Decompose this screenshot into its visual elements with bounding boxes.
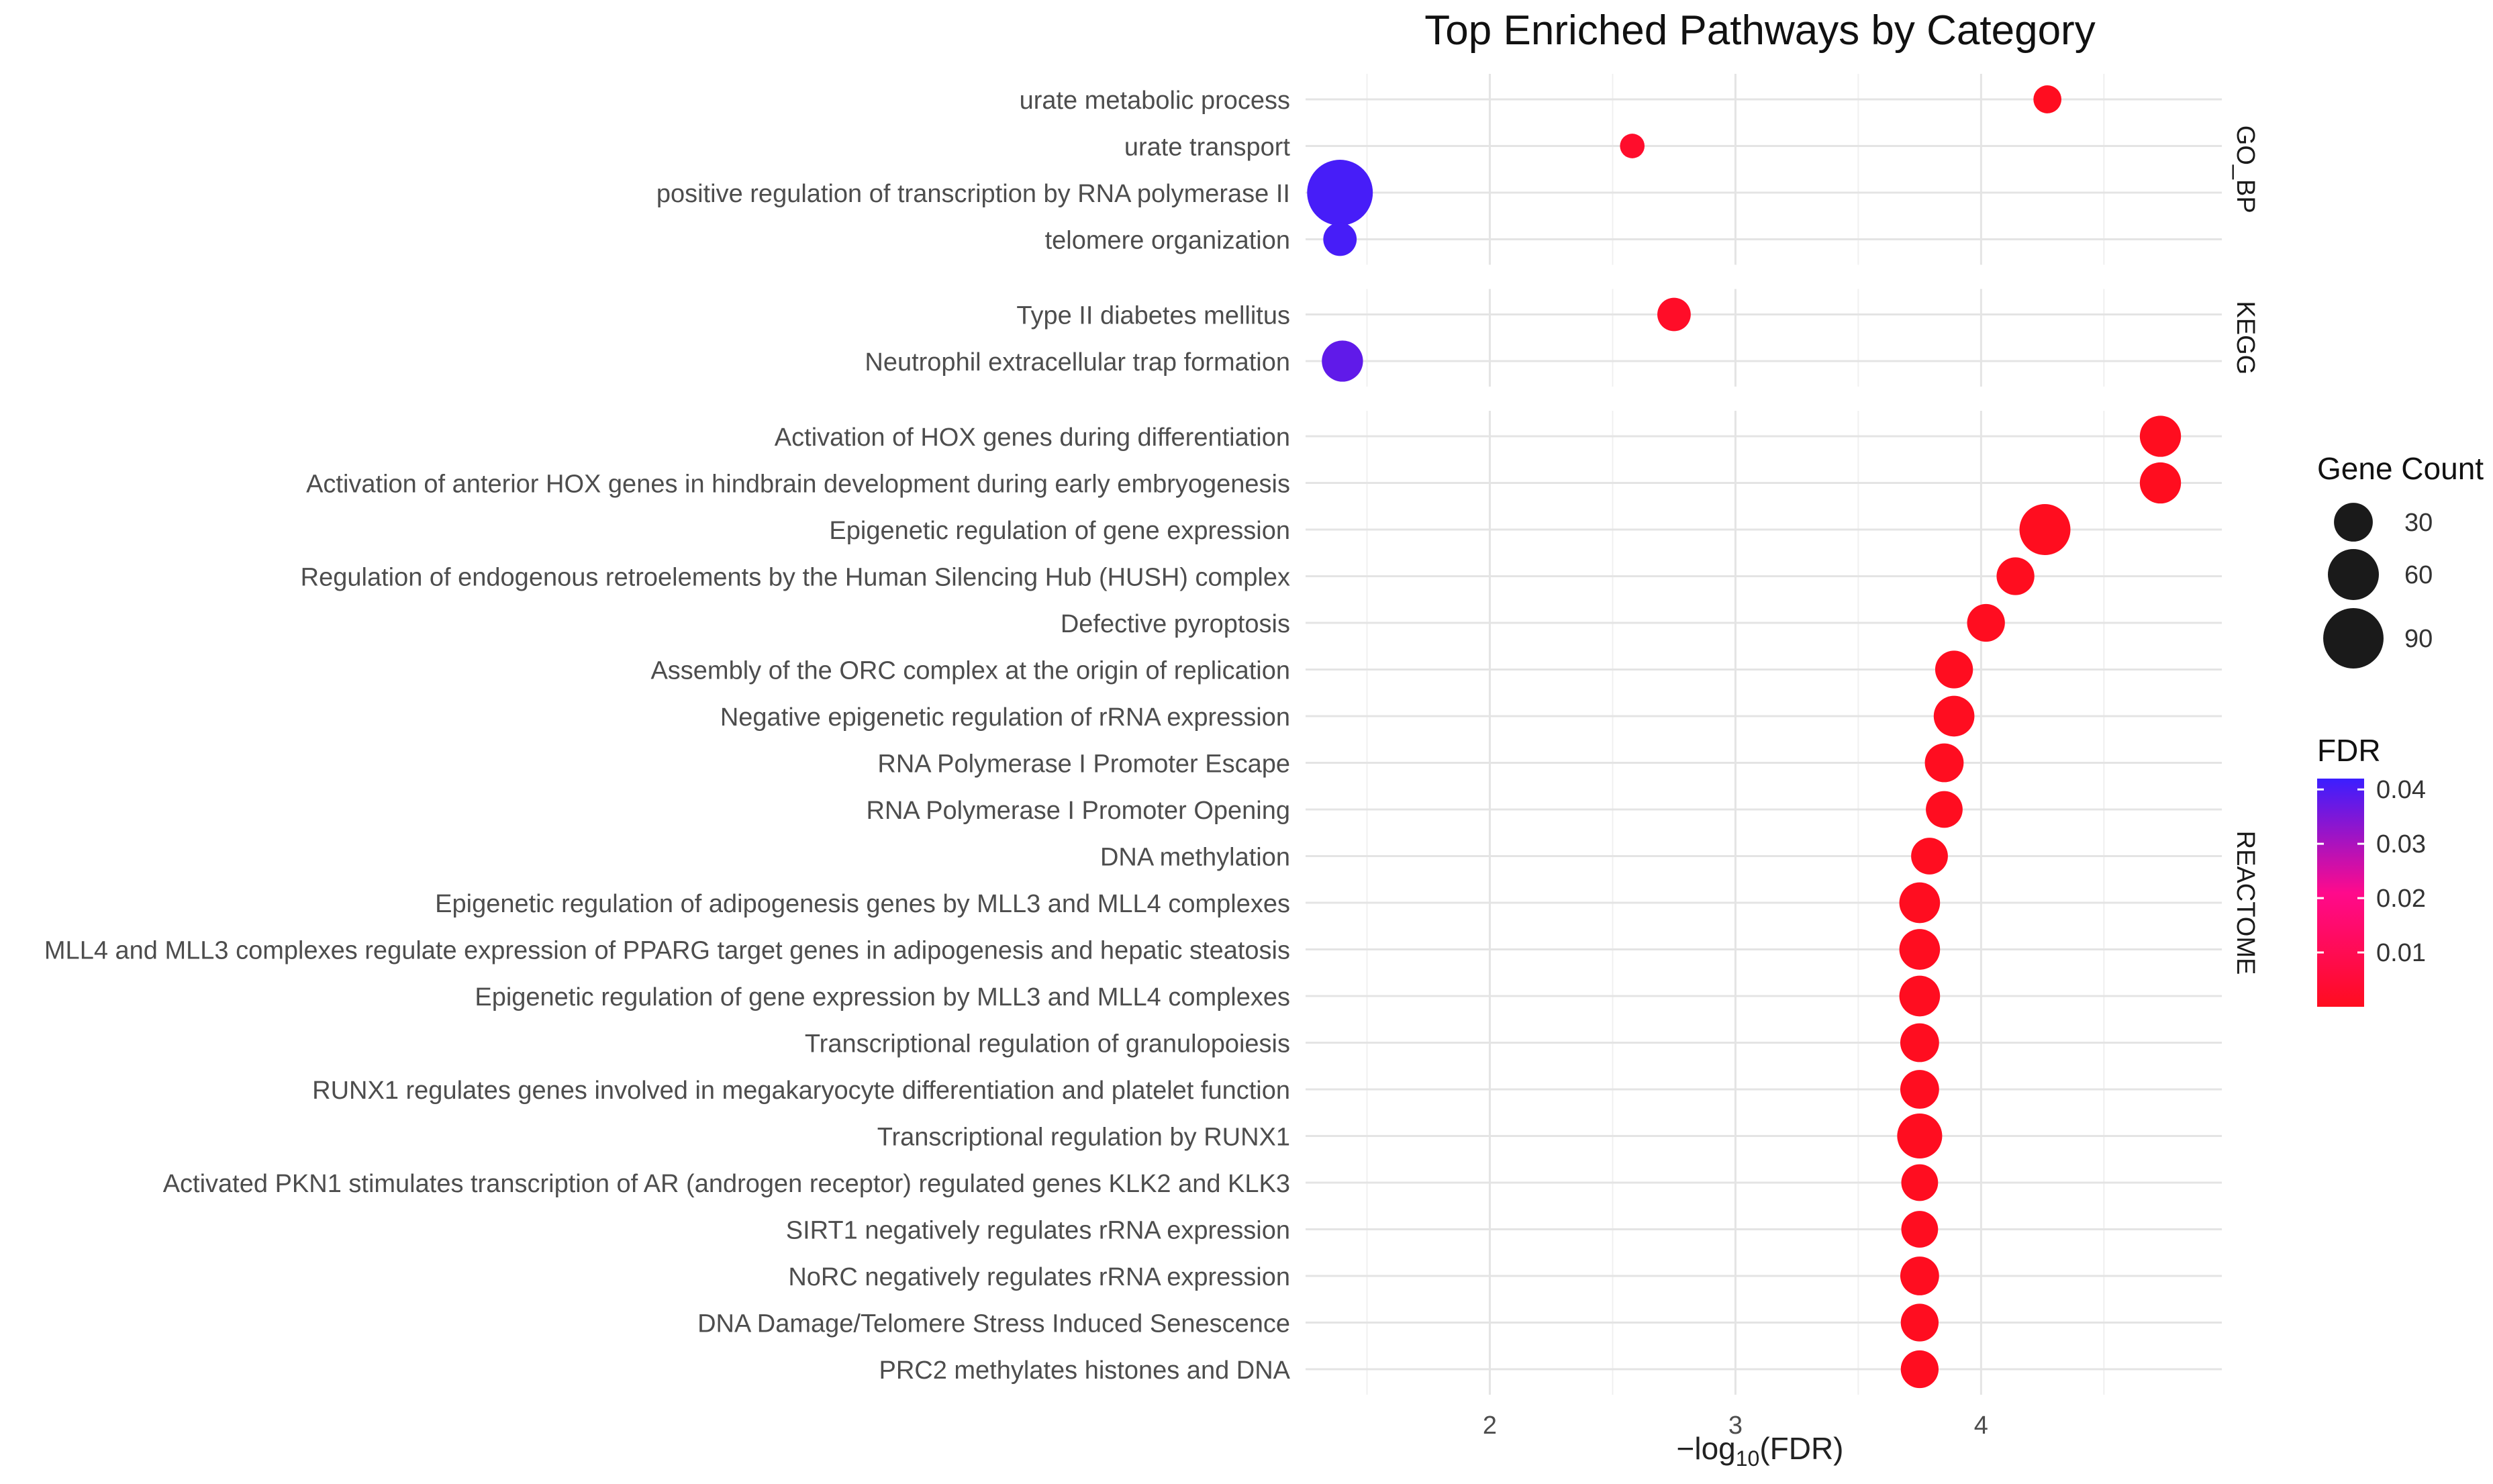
term-label: DNA methylation: [1100, 844, 1290, 872]
x-axis-title: −log10(FDR): [1676, 1431, 1843, 1471]
term-label: Epigenetic regulation of gene expression…: [475, 983, 1290, 1011]
x-axis-sub: 10: [1736, 1446, 1760, 1471]
gene-count-legend-dot: [2323, 608, 2384, 669]
gene-count-legend: Gene Count 30 60 90: [2317, 451, 2484, 669]
term-label: Type II diabetes mellitus: [1016, 302, 1290, 330]
data-point: [1926, 791, 1963, 828]
data-point: [1657, 297, 1691, 332]
term-label: NoRC negatively regulates rRNA expressio…: [788, 1263, 1290, 1291]
fdr-legend-label: 0.03: [2376, 830, 2426, 858]
data-point: [1924, 743, 1964, 783]
term-label: Activation of HOX genes during different…: [775, 424, 1290, 452]
fdr-legend: FDR 0.04 0.03 0.02 0.01: [2317, 733, 2426, 1007]
data-point: [1900, 1070, 1939, 1109]
data-point: [1899, 975, 1941, 1017]
term-label: SIRT1 negatively regulates rRNA expressi…: [786, 1217, 1290, 1245]
data-point: [1900, 1350, 1939, 1389]
fdr-legend-label: 0.01: [2376, 939, 2426, 967]
data-point: [1900, 1023, 1939, 1062]
data-point: [2019, 504, 2071, 555]
data-point: [1935, 650, 1973, 689]
gene-count-legend-label: 60: [2404, 561, 2433, 589]
term-label: MLL4 and MLL3 complexes regulate express…: [44, 937, 1290, 965]
data-point: [1901, 1164, 1939, 1201]
term-label: urate metabolic process: [1020, 87, 1290, 115]
data-point: [1933, 695, 1975, 737]
facet-kegg: Type II diabetes mellitus Neutrophil extr…: [865, 289, 2259, 387]
term-label: RNA Polymerase I Promoter Opening: [867, 797, 1291, 825]
data-point: [2139, 462, 2182, 504]
fdr-colorbar: [2317, 779, 2364, 1007]
x-axis: 2 3 4: [1483, 1412, 1988, 1440]
facet-strip-label: GO_BP: [2231, 126, 2259, 213]
term-label: Defective pyroptosis: [1061, 610, 1290, 638]
fdr-legend-title: FDR: [2317, 733, 2381, 768]
data-point: [1900, 1303, 1939, 1342]
facet-panels: urate metabolic process urate transport po…: [44, 74, 2259, 1395]
fdr-legend-label: 0.04: [2376, 776, 2426, 804]
data-point: [1900, 1256, 1939, 1295]
facet-go-bp: urate metabolic process urate transport po…: [656, 74, 2259, 265]
gene-count-legend-dot: [2328, 549, 2379, 600]
x-tick-label: 4: [1974, 1412, 1988, 1440]
gene-count-legend-title: Gene Count: [2317, 451, 2484, 486]
facet-strip-label: KEGG: [2231, 301, 2259, 375]
x-tick-label: 2: [1483, 1412, 1497, 1440]
term-label: Epigenetic regulation of gene expression: [829, 517, 1290, 545]
term-label: urate transport: [1124, 134, 1291, 162]
data-point: [1620, 134, 1645, 158]
data-point: [1911, 838, 1948, 875]
term-label: Transcriptional regulation by RUNX1: [877, 1124, 1290, 1152]
term-label: Activation of anterior HOX genes in hind…: [306, 471, 1290, 499]
data-point: [1901, 1211, 1939, 1248]
term-label: Neutrophil extracellular trap formation: [865, 348, 1290, 377]
gene-count-legend-label: 90: [2404, 625, 2433, 653]
data-point: [2033, 85, 2062, 113]
term-label: PRC2 methylates histones and DNA: [879, 1356, 1290, 1385]
term-label: Regulation of endogenous retroelements b…: [301, 564, 1290, 592]
x-axis-fdr: (FDR): [1759, 1431, 1843, 1466]
data-point: [1967, 603, 2005, 642]
term-label: telomere organization: [1045, 227, 1290, 255]
term-label: DNA Damage/Telomere Stress Induced Senes…: [697, 1310, 1290, 1338]
term-label: Activated PKN1 stimulates transcription …: [163, 1170, 1290, 1198]
x-axis-minus: −log: [1676, 1431, 1735, 1466]
chart-title: Top Enriched Pathways by Category: [1424, 7, 2095, 54]
gene-count-legend-label: 30: [2404, 509, 2433, 537]
x-tick-label: 3: [1728, 1412, 1743, 1440]
data-point: [1307, 160, 1373, 226]
term-label: Assembly of the ORC complex at the origi…: [650, 657, 1290, 685]
term-label: Negative epigenetic regulation of rRNA e…: [720, 703, 1290, 732]
term-label: positive regulation of transcription by …: [656, 180, 1290, 208]
data-point: [1897, 1113, 1943, 1159]
term-label: Epigenetic regulation of adipogenesis ge…: [435, 890, 1290, 918]
facet-reactome: Activation of HOX genes during different…: [44, 411, 2259, 1395]
term-label: RNA Polymerase I Promoter Escape: [877, 750, 1290, 779]
term-label: RUNX1 regulates genes involved in megaka…: [312, 1077, 1290, 1105]
term-label: Transcriptional regulation of granulopoi…: [805, 1030, 1290, 1058]
data-point: [1323, 222, 1357, 256]
data-point: [1899, 929, 1941, 970]
fdr-legend-label: 0.02: [2376, 885, 2426, 913]
gene-count-legend-dot: [2334, 503, 2373, 542]
data-point: [1996, 557, 2035, 595]
data-point: [1899, 882, 1941, 924]
facet-strip-label: REACTOME: [2231, 831, 2259, 975]
data-point: [2139, 415, 2182, 457]
data-point: [1322, 340, 1363, 382]
